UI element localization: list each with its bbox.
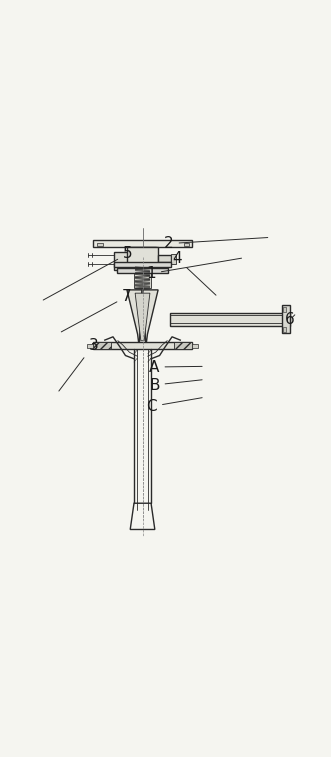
Bar (158, 255, 171, 262)
Text: 5: 5 (43, 246, 133, 300)
Bar (171, 254, 176, 263)
Bar (282, 306, 290, 333)
Bar (127, 248, 158, 272)
Text: 6: 6 (285, 312, 295, 327)
Polygon shape (93, 341, 111, 349)
Text: 1: 1 (146, 258, 242, 281)
Bar (283, 327, 286, 332)
Polygon shape (135, 293, 150, 341)
Bar (192, 344, 198, 347)
Text: C: C (146, 397, 202, 414)
Bar (114, 252, 142, 270)
Bar (283, 307, 286, 312)
Bar (97, 243, 103, 246)
Bar (184, 243, 189, 246)
Text: 3: 3 (59, 338, 98, 391)
Polygon shape (174, 341, 192, 349)
Bar (114, 262, 171, 267)
Text: 2: 2 (164, 236, 268, 251)
Text: B: B (149, 378, 202, 393)
Bar (87, 344, 93, 347)
Bar (93, 240, 192, 248)
Text: A: A (149, 360, 202, 375)
Bar (93, 341, 192, 349)
Bar (128, 248, 157, 265)
Text: 4: 4 (172, 251, 216, 295)
Bar (170, 313, 290, 326)
Bar (134, 248, 151, 288)
Polygon shape (127, 290, 142, 347)
Polygon shape (143, 290, 158, 347)
Bar (117, 267, 168, 273)
Text: 7: 7 (61, 289, 132, 332)
